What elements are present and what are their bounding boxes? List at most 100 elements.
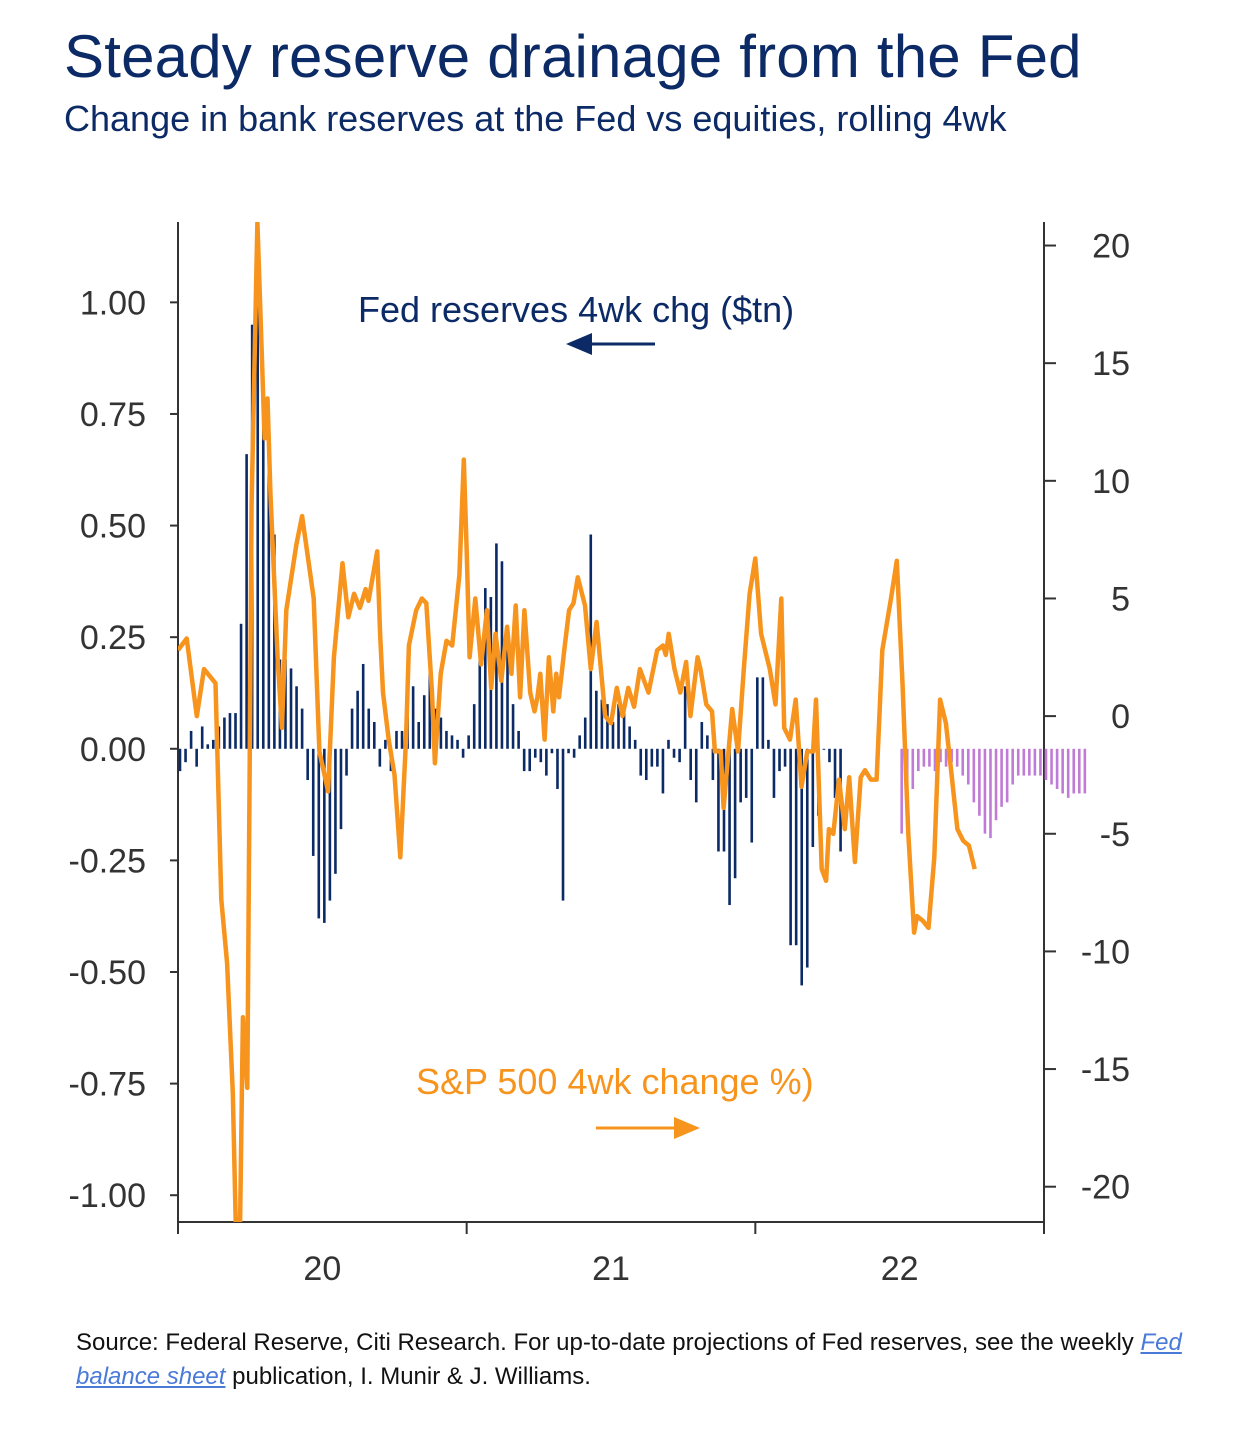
fed-reserves-bar — [589, 534, 593, 749]
fed-reserves-bar — [528, 748, 532, 772]
fed-reserves-bar — [700, 722, 704, 749]
fed-reserves-bar — [223, 717, 226, 749]
fed-reserves-bar — [517, 730, 520, 749]
fed-reserves-bar — [228, 713, 232, 749]
fed-reserves-bar — [828, 748, 831, 763]
fed-reserves-bar — [445, 730, 448, 749]
right-tick-label: 0 — [1111, 698, 1130, 736]
fed-reserves-bar — [361, 663, 365, 749]
fed-reserves-bar — [678, 748, 681, 763]
left-arrow-icon — [566, 333, 655, 355]
fed-reserves-bar — [639, 748, 643, 776]
projection-bar — [1083, 748, 1087, 794]
projection-bar — [917, 748, 920, 772]
fed-reserves-bar — [728, 748, 731, 906]
fed-reserves-bar — [761, 677, 765, 749]
projection-bar — [961, 748, 965, 776]
projection-bar — [1022, 748, 1026, 776]
fed-reserves-bar — [606, 704, 609, 749]
fed-reserves-bar — [578, 735, 581, 749]
fed-reserves-bar — [284, 659, 287, 749]
projection-bar — [1005, 748, 1009, 803]
fed-reserves-bar — [567, 748, 570, 754]
fed-reserves-bar — [750, 748, 754, 843]
fed-reserves-bar — [356, 690, 359, 749]
fed-reserves-bar — [595, 690, 598, 749]
right-tick-label: -5 — [1100, 816, 1130, 854]
fed-reserves-bar — [239, 623, 243, 749]
projection-bar — [944, 748, 948, 767]
fed-reserves-bar — [550, 748, 554, 754]
fed-reserves-bar — [323, 748, 326, 923]
fed-reserves-bar — [767, 739, 770, 749]
fed-reserves-bar — [328, 748, 332, 901]
fed-reserves-bar — [794, 748, 798, 946]
fed-reserves-bar — [822, 748, 826, 750]
fed-reserves-bar — [611, 722, 615, 749]
fed-reserves-bar — [256, 306, 260, 749]
source-text-end: publication, I. Munir & J. Williams. — [225, 1363, 591, 1390]
fed-reserves-bar — [650, 748, 654, 767]
fed-reserves-bar — [805, 748, 809, 968]
fed-reserves-bar — [506, 641, 509, 749]
projection-bar — [1016, 748, 1020, 776]
projection-bar — [1033, 748, 1037, 776]
fed-reserves-bar — [317, 748, 321, 919]
right-tick-label: -10 — [1081, 933, 1130, 971]
fed-reserves-bar — [711, 748, 715, 781]
fed-reserves-bar — [395, 730, 398, 749]
projection-bar — [994, 748, 998, 821]
fed-reserves-bar — [633, 739, 637, 749]
projection-bar — [922, 748, 926, 767]
left-tick-label: -0.50 — [69, 954, 147, 992]
fed-reserves-bar — [345, 748, 348, 776]
x-tick-label: 22 — [881, 1250, 919, 1288]
fed-reserves-bar — [683, 686, 687, 749]
source-note: Source: Federal Reserve, Citi Research. … — [76, 1326, 1196, 1394]
left-tick-label: 0.75 — [80, 396, 146, 434]
left-tick-label: -0.25 — [69, 842, 147, 880]
chart-subtitle: Change in bank reserves at the Fed vs eq… — [64, 98, 1007, 139]
left-tick-label: 1.00 — [80, 284, 146, 322]
fed-reserves-bar — [811, 748, 815, 847]
fed-reserves-bar — [672, 748, 676, 758]
fed-reserves-bar — [617, 704, 620, 749]
fed-reserves-bar — [717, 748, 720, 852]
projection-bar — [900, 748, 903, 834]
projection-bar — [989, 748, 992, 839]
fed-reserves-bar — [484, 588, 487, 749]
projection-bar — [1011, 748, 1014, 785]
fed-reserves-bar — [189, 730, 193, 749]
fed-reserves-bar — [372, 722, 376, 749]
projection-bar — [1072, 748, 1076, 794]
fed-reserves-bar — [478, 659, 482, 749]
fed-reserves-bar — [261, 391, 265, 749]
fed-reserves-bar — [656, 748, 659, 767]
right-arrow-icon — [596, 1117, 700, 1139]
projection-bar — [966, 748, 970, 785]
labels-layer: Fed reserves 4wk chg ($tn) S&P 500 4wk c… — [69, 228, 1131, 1288]
chart-title: Steady reserve drainage from the Fed — [64, 23, 1082, 90]
fed-balance-sheet-link[interactable]: Fed balance sheet — [76, 1329, 1182, 1390]
fed-reserves-bar — [733, 748, 737, 879]
right-tick-label: 20 — [1092, 228, 1130, 266]
projection-bar — [1061, 748, 1064, 794]
fed-reserves-bar — [622, 708, 626, 749]
fed-reserves-bar — [400, 730, 404, 749]
fed-reserves-bar — [706, 735, 709, 749]
fed-reserves-bar — [545, 748, 548, 776]
x-tick-label: 20 — [303, 1250, 341, 1288]
source-text: Source: Federal Reserve, Citi Research. … — [76, 1329, 1141, 1356]
fed-reserves-bar — [306, 748, 309, 781]
fed-reserves-bar — [472, 704, 476, 749]
right-tick-label: 10 — [1092, 463, 1130, 501]
fed-reserves-bar — [178, 748, 182, 772]
fed-reserves-bar — [694, 748, 698, 803]
fed-reserves-bar — [300, 708, 304, 749]
projection-bar — [983, 748, 987, 834]
fed-reserves-bar — [311, 748, 315, 856]
fed-reserves-bar — [273, 534, 276, 749]
projection-bar — [1000, 748, 1003, 807]
chart: Fed reserves 4wk chg ($tn) S&P 500 4wk c… — [69, 222, 1131, 1288]
left-tick-label: -1.00 — [69, 1177, 147, 1215]
